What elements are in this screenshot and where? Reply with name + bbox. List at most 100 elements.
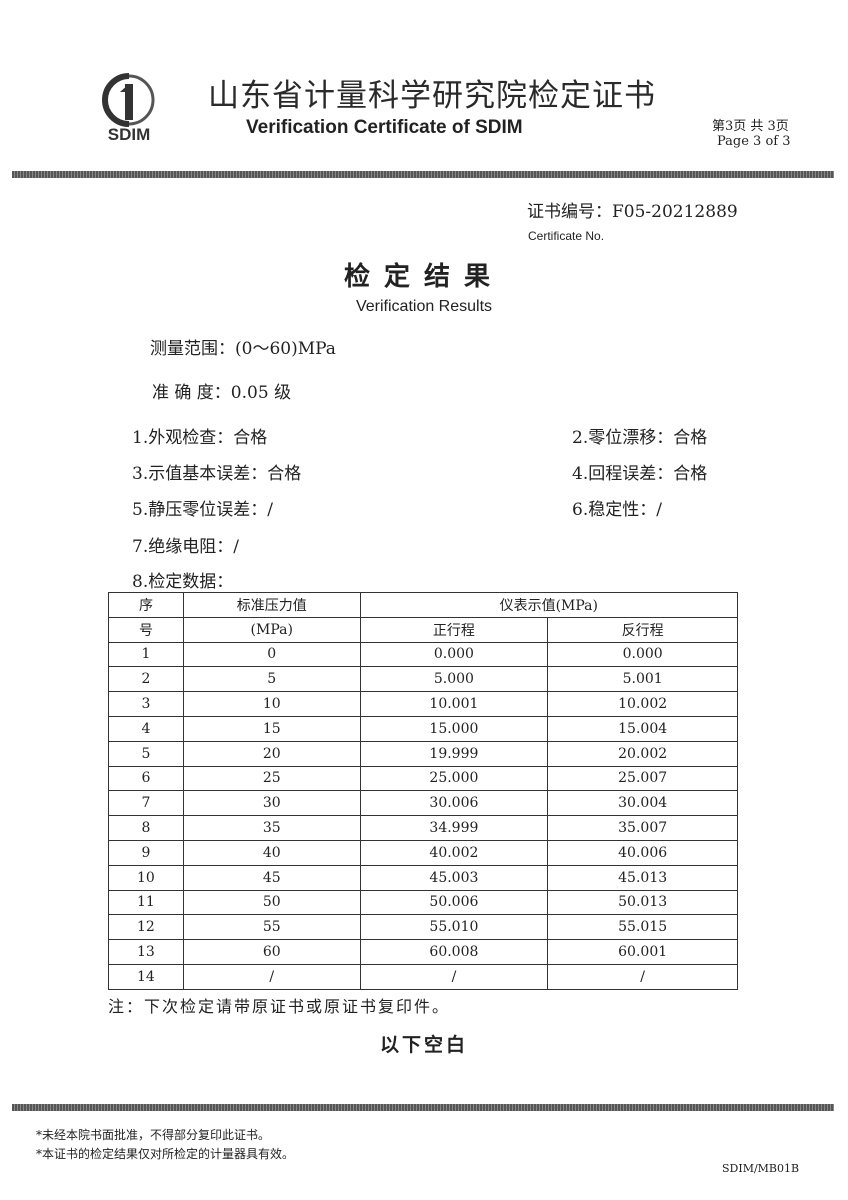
title-en: Verification Certificate of SDIM: [246, 117, 523, 138]
cell-downstroke: 5.001: [547, 666, 738, 693]
cell-standard: /: [182, 963, 361, 990]
table-row: 10 45 45.003 45.013: [108, 864, 738, 891]
table-row: 1 0 0.000 0.000: [108, 641, 738, 668]
page-number-cn: 第3页 共 3页: [712, 119, 789, 134]
blank-below: 以下空白: [379, 1034, 468, 1056]
cell-standard: 40: [182, 839, 361, 866]
header-standard: 标准压力值: [182, 592, 361, 618]
cell-seq: 3: [108, 691, 184, 717]
table-row: 12 55 55.010 55.015: [108, 914, 738, 941]
measurement-range: 测量范围：(0～60)MPa: [150, 339, 336, 359]
cell-downstroke: 50.013: [547, 889, 738, 916]
certificate-number: 证书编号：F05-20212889: [527, 202, 738, 222]
cell-standard: 15: [182, 715, 361, 742]
cell-downstroke: 30.004: [547, 790, 738, 817]
cell-upstroke: 45.003: [359, 864, 549, 891]
cell-downstroke: /: [547, 963, 738, 990]
footer-line-1: *未经本院书面批准，不得部分复印此证书。: [36, 1128, 271, 1142]
cell-downstroke: 45.013: [547, 864, 738, 891]
table-row: 2 5 5.000 5.001: [108, 666, 738, 693]
cell-downstroke: 20.002: [547, 740, 738, 767]
note: 注：下次检定请带原证书或原证书复印件。: [108, 997, 451, 1016]
cell-downstroke: 60.001: [547, 939, 738, 965]
table-row: 13 60 60.008 60.001: [108, 939, 738, 965]
cell-upstroke: 55.010: [359, 914, 549, 941]
header-downstroke: 反行程: [547, 616, 738, 643]
cell-upstroke: 19.999: [359, 740, 549, 767]
cell-standard: 30: [182, 790, 361, 817]
cell-standard: 0: [182, 641, 361, 668]
certificate-number-en: Certificate No.: [528, 229, 605, 243]
cell-upstroke: /: [359, 963, 549, 990]
cell-seq: 10: [108, 864, 184, 891]
header-seq-2: 号: [108, 616, 184, 643]
cell-standard: 20: [182, 740, 361, 767]
cell-upstroke: 5.000: [359, 666, 549, 693]
cell-downstroke: 55.015: [547, 914, 738, 941]
cell-seq: 8: [108, 815, 184, 841]
header-seq: 序: [108, 592, 184, 618]
item-static-zero: 5.静压零位误差：/: [132, 500, 273, 520]
item-data: 8.检定数据：: [132, 572, 234, 592]
table-row: 9 40 40.002 40.006: [108, 839, 738, 866]
sdim-logo: SDIM: [102, 73, 155, 144]
table-row: 11 50 50.006 50.013: [108, 889, 738, 916]
table-header-row: 号 (MPa) 正行程 反行程: [108, 616, 738, 643]
table-row: 7 30 30.006 30.004: [108, 790, 738, 817]
item-basic-error: 3.示值基本误差：合格: [132, 464, 302, 484]
cell-downstroke: 40.006: [547, 839, 738, 866]
cell-seq: 11: [108, 889, 184, 916]
title-cn: 山东省计量科学研究院检定证书: [208, 78, 656, 114]
cell-upstroke: 25.000: [359, 765, 549, 792]
header-standard-unit: (MPa): [182, 616, 361, 643]
cell-standard: 55: [182, 914, 361, 941]
results-heading-en: Verification Results: [355, 298, 493, 315]
item-insulation: 7.绝缘电阻：/: [132, 537, 239, 557]
cell-standard: 25: [182, 765, 361, 792]
footer-line-2: *本证书的检定结果仅对所检定的计量器具有效。: [36, 1147, 295, 1161]
cell-upstroke: 34.999: [359, 815, 549, 841]
table-row: 3 10 10.001 10.002: [108, 691, 738, 717]
header-indication: 仪表示值(MPa): [359, 592, 739, 618]
cell-upstroke: 15.000: [359, 715, 549, 742]
header-divider: [12, 171, 834, 178]
cell-upstroke: 50.006: [359, 889, 549, 916]
table-header-row: 序 标准压力值 仪表示值(MPa): [108, 592, 739, 618]
cell-seq: 1: [108, 641, 184, 668]
cell-seq: 13: [108, 939, 184, 965]
svg-text:SDIM: SDIM: [108, 125, 151, 144]
accuracy: 准 确 度：0.05 级: [152, 383, 292, 403]
cell-downstroke: 15.004: [547, 715, 738, 742]
cell-seq: 12: [108, 914, 184, 941]
cell-standard: 60: [182, 939, 361, 965]
table-row: 6 25 25.000 25.007: [108, 765, 738, 792]
cell-standard: 35: [182, 815, 361, 841]
cell-downstroke: 10.002: [547, 691, 738, 717]
cell-upstroke: 0.000: [359, 641, 549, 668]
cell-seq: 7: [108, 790, 184, 817]
cell-standard: 5: [182, 666, 361, 693]
item-hysteresis: 4.回程误差：合格: [572, 464, 708, 484]
cell-seq: 2: [108, 666, 184, 693]
item-zero-drift: 2.零位漂移：合格: [572, 428, 708, 448]
table-row: 5 20 19.999 20.002: [108, 740, 738, 767]
cell-upstroke: 40.002: [359, 839, 549, 866]
page-number-en: Page 3 of 3: [717, 134, 791, 149]
cell-downstroke: 0.000: [547, 641, 738, 668]
table-row: 14// /: [108, 963, 738, 990]
header-upstroke: 正行程: [359, 616, 549, 643]
footer-divider: [12, 1104, 834, 1111]
item-appearance: 1.外观检查：合格: [132, 428, 268, 448]
results-heading: 检定结果: [343, 262, 504, 292]
item-stability: 6.稳定性：/: [572, 500, 662, 520]
table-row: 4 15 15.000 15.004: [108, 715, 738, 742]
cell-seq: 9: [108, 839, 184, 866]
cell-standard: 45: [182, 864, 361, 891]
cell-upstroke: 30.006: [359, 790, 549, 817]
cell-standard: 50: [182, 889, 361, 916]
form-code: SDIM/MB01B: [722, 1162, 800, 1175]
cell-downstroke: 25.007: [547, 765, 738, 792]
cell-seq: 4: [108, 715, 184, 742]
table-row: 8 35 34.999 35.007: [108, 815, 738, 841]
cell-seq: 5: [108, 740, 184, 767]
